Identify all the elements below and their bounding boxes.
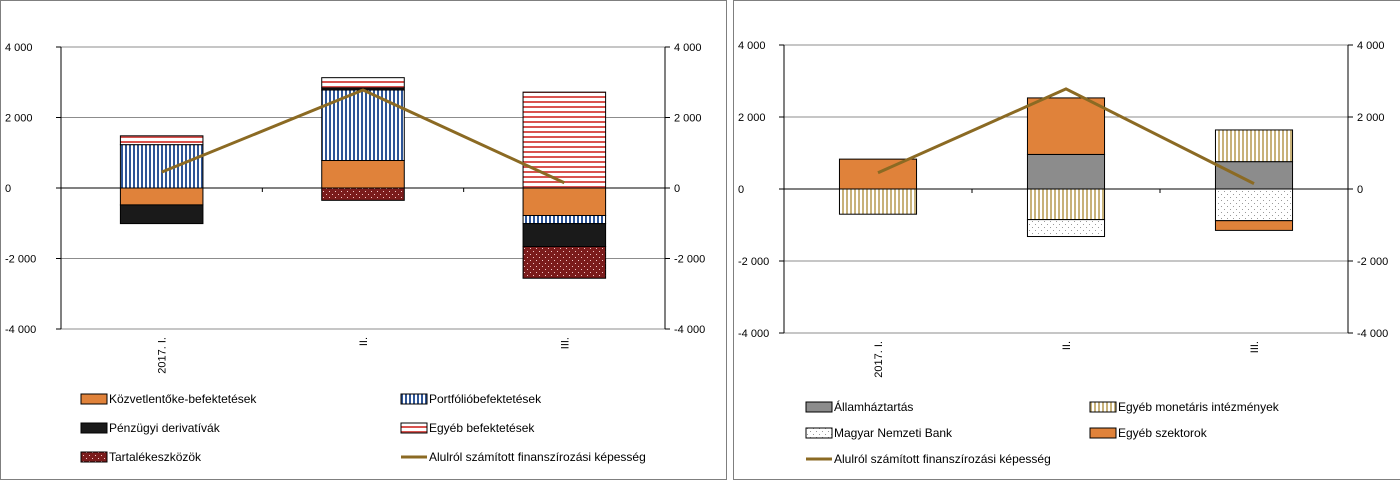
bar-magyar-nemzeti-bank	[1026, 219, 1106, 238]
y-tick-label: 2 000	[738, 112, 766, 124]
legend-swatch	[80, 451, 108, 463]
right-chart: 4 000 2 000 0 -2 000 -4 000 4 000 2 000 0 -2 000…	[738, 40, 1388, 466]
bar-egyeb-szektorok	[1214, 220, 1294, 231]
bar-kozvetlentoke-befektetesek	[522, 187, 607, 216]
y2-tick-label: -2 000	[674, 254, 705, 266]
left-chart-panel: 4 000 2 000 0 -2 000 -4 000 4 000 2 000 0 -2 000…	[0, 0, 727, 480]
y-tick-label: 0	[738, 184, 744, 196]
legend-item-kozvetlentoke-befektetesek: Közvetlentőke-befektetések	[80, 392, 257, 406]
y2-tick-label: 0	[1357, 184, 1363, 196]
x-tick-label: 2017. I.	[157, 337, 169, 374]
y2-tick-label: -4 000	[1357, 328, 1388, 340]
legend-label: Egyéb monetáris intézmények	[1118, 400, 1280, 414]
legend-swatch	[80, 422, 108, 434]
legend-swatch	[1089, 401, 1117, 413]
legend-swatch	[400, 393, 428, 405]
x-tick-label: II.	[358, 337, 370, 346]
bar-tartalekeszkozok	[522, 246, 607, 279]
legend-item-egyeb-befektetesek: Egyéb befektetések	[400, 421, 535, 435]
x-tick-label: II.	[1061, 341, 1073, 350]
bar-penzugyi-derivativak	[522, 223, 607, 248]
legend-item-magyar-nemzeti-bank: Magyar Nemzeti Bank	[805, 426, 953, 440]
bar-tartalekeszkozok	[321, 187, 405, 201]
legend-label: Egyéb befektetések	[429, 421, 535, 435]
bar-portfoliobefektetesek	[522, 214, 607, 225]
legend-swatch	[80, 393, 108, 405]
legend-item-alulrol-szamitott-finanszirozasi-kepesseg: Alulról számított finanszírozási képessé…	[401, 450, 646, 464]
legend-label: Tartalékeszközök	[109, 450, 202, 464]
y-tick-label: -4 000	[738, 328, 769, 340]
legend-item-allamhaztartas: Államháztartás	[805, 399, 913, 414]
legend-swatch	[400, 422, 428, 434]
y-tick-label: 2 000	[5, 113, 33, 125]
bar-egyeb-szektorok	[838, 158, 918, 190]
legend-item-penzugyi-derivativak: Pénzügyi derivatívák	[80, 421, 221, 435]
legend-label: Egyéb szektorok	[1118, 426, 1208, 440]
legend-label: Portfólióbefektetések	[429, 392, 542, 406]
x-tick-label: 2017. I.	[873, 341, 885, 378]
bar-egyeb-szektorok	[1026, 97, 1106, 155]
x-tick-label: III.	[1249, 341, 1261, 353]
bar-egyeb-befektetesek	[119, 135, 204, 146]
bar-kozvetlentoke-befektetesek	[119, 187, 204, 206]
y2-tick-label: 4 000	[674, 42, 702, 54]
bar-egyeb-monetaris-intezmenyek	[1214, 129, 1294, 163]
bar-allamhaztartas	[1214, 161, 1294, 190]
legend-item-tartalekeszkozok: Tartalékeszközök	[80, 450, 202, 464]
y2-tick-label: -4 000	[674, 324, 705, 336]
legend-label: Pénzügyi derivatívák	[109, 421, 221, 435]
y-tick-label: 0	[5, 183, 11, 195]
y-tick-label: 4 000	[5, 42, 33, 54]
x-tick-label: III.	[559, 337, 571, 349]
legend-item-egyeb-monetaris-intezmenyek: Egyéb monetáris intézmények	[1089, 400, 1280, 414]
legend-swatch	[805, 401, 833, 413]
y2-tick-label: -2 000	[1357, 256, 1388, 268]
bar-portfoliobefektetesek	[119, 144, 204, 189]
bar-allamhaztartas	[1026, 153, 1106, 190]
y-tick-label: -2 000	[5, 254, 36, 266]
legend-swatch	[805, 427, 833, 439]
y2-tick-label: 2 000	[674, 113, 702, 125]
y-tick-label: 4 000	[738, 40, 766, 52]
legend-swatch	[1089, 427, 1117, 439]
legend-item-egyeb-szektorok: Egyéb szektorok	[1089, 426, 1208, 440]
right-chart-panel: 4 000 2 000 0 -2 000 -4 000 4 000 2 000 0 -2 000…	[733, 0, 1400, 480]
legend-label: Magyar Nemzeti Bank	[834, 426, 953, 440]
bar-egyeb-befektetesek	[522, 91, 607, 189]
y-tick-label: -2 000	[738, 256, 769, 268]
y2-tick-label: 4 000	[1357, 40, 1385, 52]
legend-item-alulrol-szamitott-finanszirozasi-kepesseg: Alulról számított finanszírozási képessé…	[806, 452, 1051, 466]
bar-egyeb-monetaris-intezmenyek	[1026, 188, 1106, 221]
y2-tick-label: 0	[674, 183, 680, 195]
line-finanszirozasi-kepesseg	[161, 88, 565, 185]
bar-magyar-nemzeti-bank	[1214, 188, 1294, 222]
y2-tick-label: 2 000	[1357, 112, 1385, 124]
bar-penzugyi-derivativak	[119, 204, 204, 225]
left-chart: 4 000 2 000 0 -2 000 -4 000 4 000 2 000 0 -2 000…	[5, 42, 705, 464]
bar-kozvetlentoke-befektetesek	[321, 160, 405, 189]
bar-egyeb-monetaris-intezmenyek	[838, 188, 918, 215]
legend-label: Alulról számított finanszírozási képessé…	[429, 450, 646, 464]
legend-label: Alulról számított finanszírozási képessé…	[834, 452, 1051, 466]
bar-egyeb-befektetesek	[321, 77, 405, 89]
line-finanszirozasi-kepesseg	[877, 87, 1255, 185]
legend-label: Közvetlentőke-befektetések	[109, 392, 257, 406]
legend-item-portfoliobefektetesek: Portfólióbefektetések	[400, 392, 542, 406]
y-tick-label: -4 000	[5, 324, 36, 336]
legend-label: Államháztartás	[834, 399, 913, 414]
